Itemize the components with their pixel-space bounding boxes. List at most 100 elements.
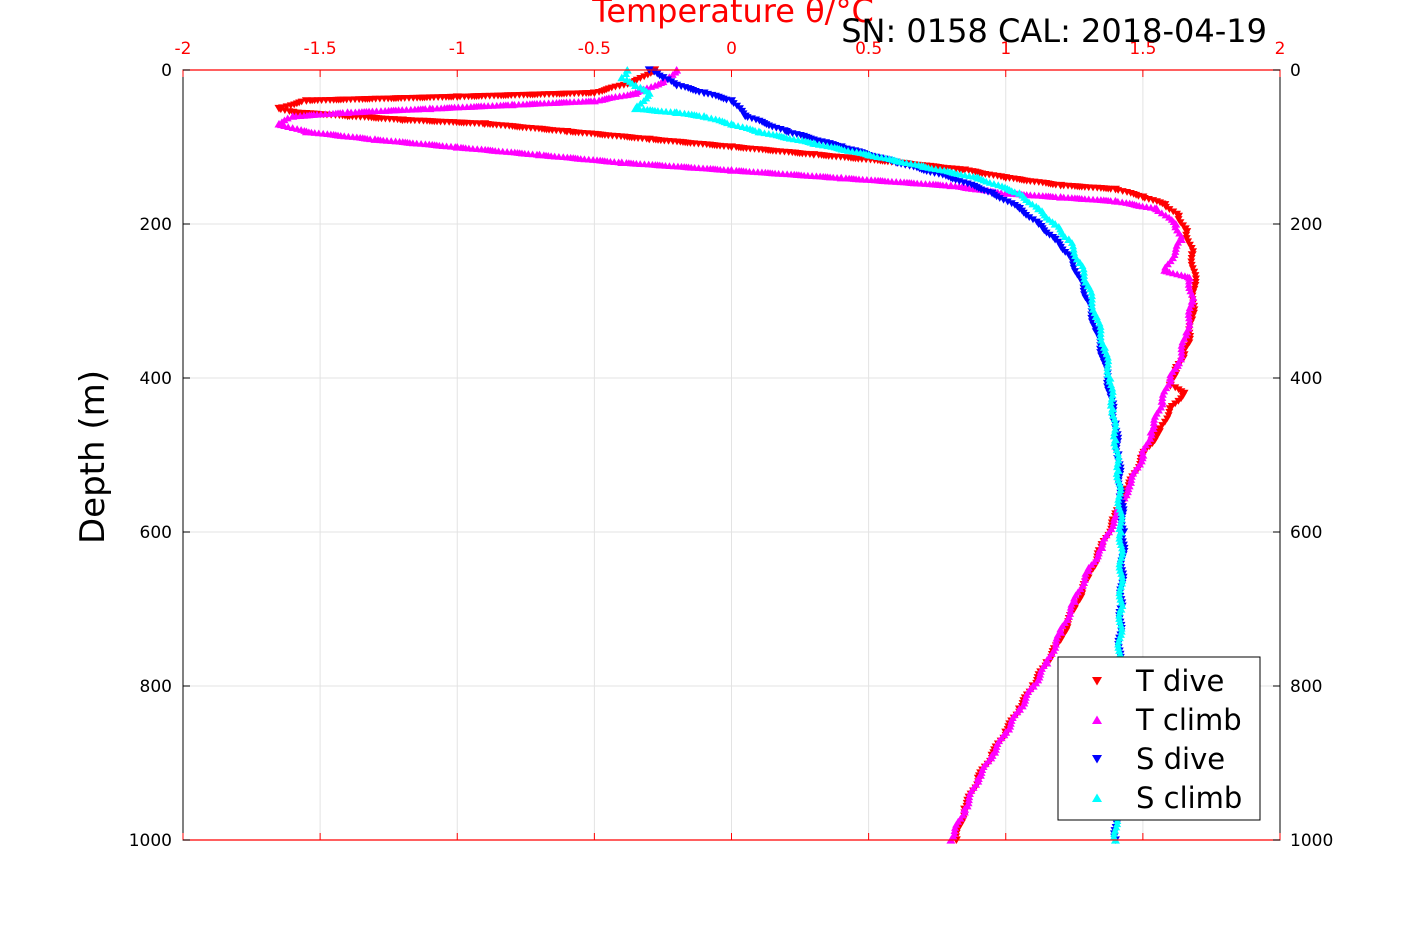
- data-point: [1010, 188, 1019, 196]
- data-point: [1087, 295, 1096, 303]
- y-tick-label-right: 600: [1290, 523, 1322, 543]
- data-point: [1114, 453, 1123, 460]
- data-point: [1098, 540, 1107, 548]
- data-point: [1149, 422, 1158, 429]
- data-point: [1116, 521, 1125, 529]
- data-point: [1096, 333, 1105, 341]
- data-point: [1110, 516, 1119, 523]
- data-point: [950, 830, 959, 838]
- data-point: [1087, 314, 1096, 322]
- data-point: [1095, 546, 1104, 554]
- x-tick-label: 1: [1000, 39, 1011, 59]
- y-tick-label-right: 800: [1290, 677, 1322, 697]
- data-point: [1067, 600, 1076, 608]
- data-point: [1157, 209, 1166, 217]
- data-point: [1098, 537, 1107, 545]
- data-point: [1188, 265, 1197, 273]
- series-layer: [274, 65, 1200, 845]
- data-point: [1104, 357, 1113, 365]
- x-tick-label: 0.5: [855, 39, 882, 59]
- data-point: [1116, 483, 1125, 490]
- data-point: [1127, 472, 1136, 480]
- data-point: [1111, 422, 1120, 430]
- data-point: [950, 827, 959, 834]
- data-point: [1115, 534, 1124, 542]
- data-point: [1087, 302, 1096, 310]
- x-tick-label: 2: [1275, 39, 1286, 59]
- legend-label: S dive: [1136, 742, 1225, 776]
- data-point: [1116, 621, 1125, 629]
- data-point: [1088, 292, 1097, 300]
- legend: T dive T climb S dive S climb: [1057, 656, 1261, 821]
- data-point: [1021, 693, 1030, 701]
- data-point: [1174, 358, 1184, 367]
- data-point: [1118, 573, 1127, 581]
- data-point: [288, 124, 297, 131]
- data-point: [1114, 495, 1123, 503]
- data-point: [1191, 275, 1200, 283]
- data-point: [1146, 427, 1156, 436]
- data-point: [1087, 318, 1096, 326]
- data-point: [1162, 203, 1171, 211]
- data-point: [1113, 820, 1122, 828]
- data-point: [1028, 200, 1037, 208]
- data-point: [992, 743, 1001, 750]
- data-point: [1112, 470, 1121, 477]
- data-point: [1115, 531, 1124, 539]
- data-point: [702, 113, 711, 121]
- legend-label: T climb: [1135, 703, 1242, 737]
- data-point: [1185, 314, 1194, 322]
- data-point: [1124, 485, 1133, 493]
- data-point: [1117, 598, 1126, 606]
- data-point: [1113, 817, 1122, 824]
- data-point: [1087, 288, 1096, 296]
- data-point: [1003, 198, 1012, 206]
- data-point: [1185, 304, 1194, 312]
- data-point: [1096, 326, 1105, 334]
- data-point: [1025, 214, 1034, 221]
- data-point: [1108, 384, 1117, 392]
- data-point: [1081, 573, 1090, 580]
- data-point: [1154, 207, 1163, 214]
- data-point: [1045, 231, 1054, 239]
- data-point: [1150, 415, 1159, 423]
- data-point: [1108, 388, 1117, 395]
- data-point: [1190, 268, 1199, 276]
- data-point: [1051, 640, 1060, 648]
- data-point: [1080, 272, 1089, 279]
- data-point: [1096, 349, 1105, 356]
- data-point: [1006, 719, 1015, 727]
- data-point: [1187, 255, 1196, 262]
- data-point: [992, 193, 1001, 201]
- data-point: [951, 824, 960, 831]
- legend-label: S climb: [1136, 781, 1242, 815]
- data-point: [1066, 603, 1075, 611]
- data-point: [1171, 219, 1181, 228]
- y-tick-label-right: 1000: [1290, 831, 1333, 851]
- data-point: [1116, 557, 1125, 565]
- data-point: [1080, 268, 1089, 276]
- data-point: [1115, 608, 1124, 616]
- y-tick-label-left: 0: [161, 61, 172, 81]
- data-point: [1172, 241, 1181, 249]
- data-point: [663, 76, 672, 84]
- data-point: [1185, 321, 1194, 329]
- data-point: [1103, 360, 1112, 368]
- x-tick-label: -1.5: [304, 39, 337, 59]
- data-point: [1127, 476, 1136, 483]
- data-point: [1184, 280, 1193, 288]
- data-point: [1115, 586, 1124, 593]
- data-point: [284, 123, 293, 130]
- data-point: [987, 751, 997, 759]
- data-point: [1158, 390, 1167, 398]
- data-point: [1182, 327, 1192, 336]
- legend-marker: [1092, 755, 1102, 764]
- data-point: [1110, 415, 1119, 423]
- data-point: [1066, 606, 1075, 614]
- data-point: [288, 112, 298, 120]
- data-point: [1185, 317, 1194, 325]
- data-point: [1108, 404, 1118, 413]
- y-tick-label-left: 200: [140, 215, 172, 235]
- data-point: [1177, 345, 1186, 353]
- data-point: [1171, 245, 1180, 252]
